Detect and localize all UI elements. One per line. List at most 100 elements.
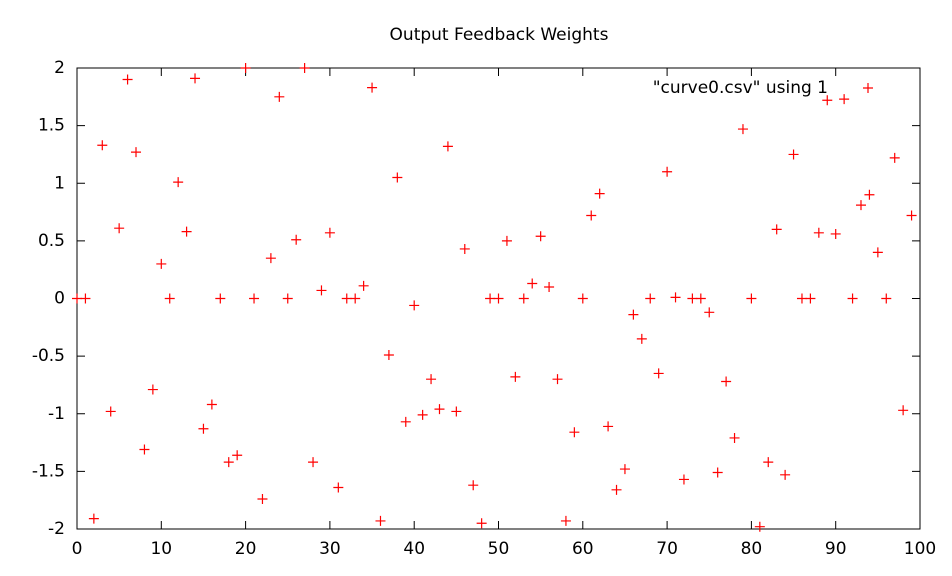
point: [603, 421, 614, 432]
point: [847, 293, 858, 304]
point: [670, 292, 681, 303]
point: [392, 172, 403, 183]
x-tick-label: 60: [572, 539, 594, 559]
point: [906, 210, 917, 221]
point: [442, 141, 453, 152]
point: [333, 482, 344, 493]
point: [754, 521, 765, 532]
point: [291, 234, 302, 245]
point: [459, 243, 470, 254]
point: [594, 188, 605, 199]
x-tick-label: 30: [319, 539, 341, 559]
x-tick-label: 50: [488, 539, 510, 559]
point: [712, 467, 723, 478]
point: [763, 457, 774, 468]
point: [805, 293, 816, 304]
point: [308, 457, 319, 468]
x-tick-label: 80: [741, 539, 763, 559]
point: [788, 149, 799, 160]
point: [257, 494, 268, 505]
point: [426, 374, 437, 385]
point: [830, 228, 841, 239]
point: [358, 280, 369, 291]
point: [569, 427, 580, 438]
point: [704, 307, 715, 318]
point: [737, 124, 748, 135]
y-tick-label: -2: [48, 519, 65, 539]
legend-label: "curve0.csv" using 1: [653, 78, 828, 98]
point: [822, 95, 833, 106]
point: [350, 293, 361, 304]
point: [780, 469, 791, 480]
point: [510, 371, 521, 382]
point: [198, 423, 209, 434]
point: [122, 74, 133, 85]
point: [527, 278, 538, 289]
point: [215, 293, 226, 304]
point: [855, 200, 866, 211]
point: [678, 474, 689, 485]
y-tick-label: -1: [48, 404, 65, 424]
point: [518, 293, 529, 304]
point: [249, 293, 260, 304]
point: [535, 231, 546, 242]
point: [864, 189, 875, 200]
point: [544, 281, 555, 292]
chart-title: Output Feedback Weights: [390, 25, 609, 45]
point: [721, 376, 732, 387]
point: [240, 63, 251, 73]
point: [341, 293, 352, 304]
point: [232, 450, 243, 461]
point: [223, 457, 234, 468]
x-tick-label: 20: [235, 539, 257, 559]
point: [619, 464, 630, 475]
point: [881, 293, 892, 304]
x-tick-label: 70: [656, 539, 678, 559]
point: [796, 293, 807, 304]
point: [695, 293, 706, 304]
x-tick-label: 90: [825, 539, 847, 559]
legend-marker: [863, 83, 873, 93]
point: [72, 293, 82, 304]
point: [181, 226, 192, 237]
point: [190, 73, 201, 84]
y-tick-label: 0: [54, 289, 65, 309]
point: [628, 309, 639, 320]
point: [434, 404, 445, 415]
point: [164, 293, 175, 304]
y-tick-label: 1: [54, 173, 65, 193]
point: [139, 444, 150, 455]
point: [468, 480, 479, 491]
point: [400, 416, 411, 427]
point: [586, 210, 597, 221]
point: [383, 349, 394, 360]
y-tick-label: 1.5: [38, 116, 65, 136]
y-tick-label: -1.5: [32, 461, 65, 481]
point: [898, 405, 909, 416]
x-tick-label: 0: [72, 539, 83, 559]
point: [105, 406, 116, 417]
point: [274, 91, 285, 102]
point: [282, 293, 293, 304]
point: [80, 293, 91, 304]
point: [501, 235, 512, 246]
point: [131, 147, 142, 158]
point: [746, 293, 757, 304]
point: [653, 368, 664, 379]
point: [88, 513, 99, 524]
point: [552, 374, 563, 385]
point: [97, 140, 108, 151]
point: [417, 409, 428, 420]
point: [839, 94, 850, 105]
x-tick-label: 40: [403, 539, 425, 559]
point: [409, 300, 420, 311]
point: [729, 432, 740, 443]
point: [375, 515, 386, 526]
point: [645, 293, 656, 304]
x-tick-label: 10: [150, 539, 172, 559]
point: [451, 406, 462, 417]
point: [476, 518, 487, 529]
point: [147, 384, 158, 395]
